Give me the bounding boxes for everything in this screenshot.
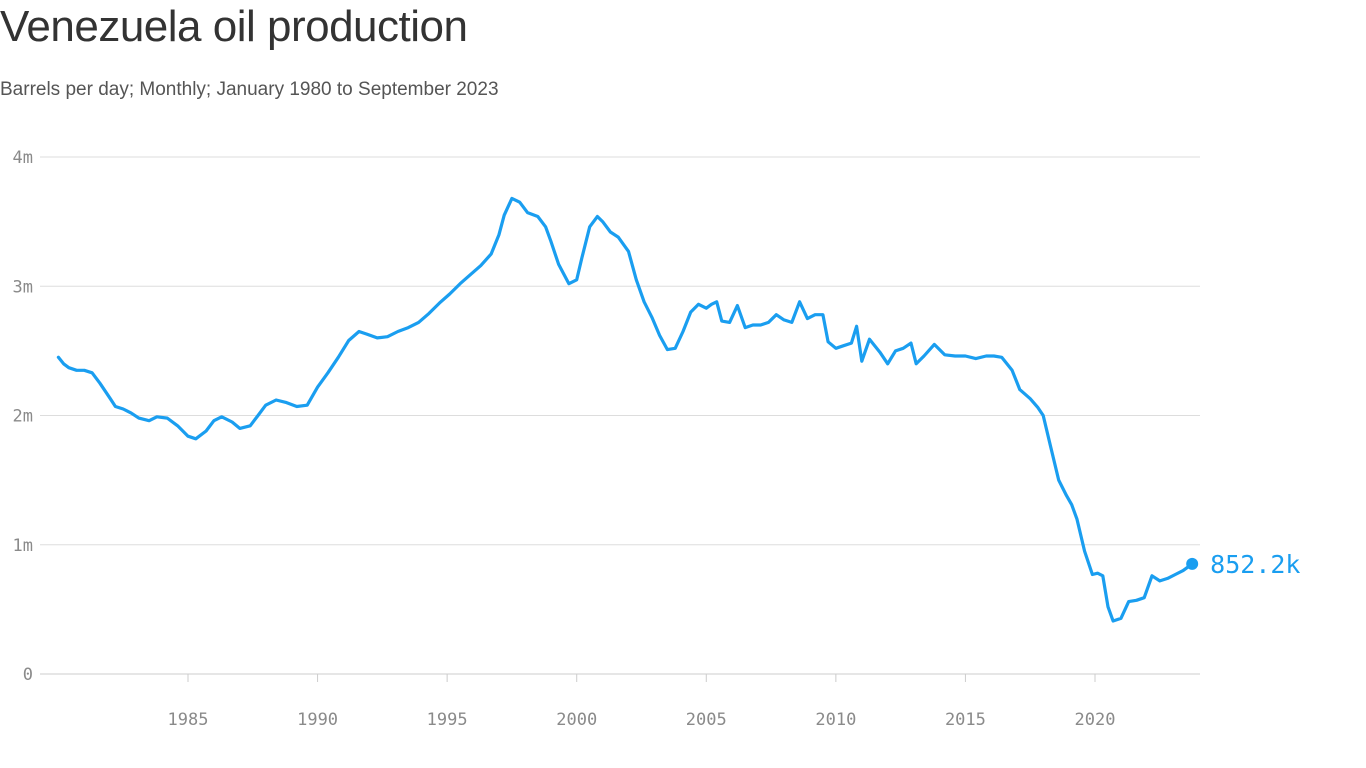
x-tick-label: 2000: [556, 710, 597, 730]
x-tick-label: 1990: [297, 710, 338, 730]
x-tick-label: 2010: [815, 710, 856, 730]
y-tick-label: 0: [23, 665, 33, 685]
x-tick-label: 1985: [168, 710, 209, 730]
grid-lines: [40, 156, 1200, 675]
x-tick-label: 1995: [427, 710, 468, 730]
y-tick-label: 2m: [13, 407, 33, 427]
chart-subtitle: Barrels per day; Monthly; January 1980 t…: [0, 79, 499, 100]
x-axis-ticks: 1985 1990 1995 2000 2005 2010 2015 2020: [168, 674, 1116, 730]
y-tick-label: 1m: [13, 536, 33, 556]
chart-title: Venezuela oil production: [0, 2, 468, 51]
x-tick-label: 2020: [1075, 710, 1116, 730]
y-tick-label: 3m: [13, 277, 33, 297]
end-value-label: 852.2k: [1210, 550, 1300, 579]
series-layer: 852.2k: [56, 196, 1300, 623]
production-line-series: [56, 196, 1194, 623]
end-point-marker: [1186, 557, 1199, 570]
x-tick-label: 2015: [945, 710, 986, 730]
y-tick-label: 4m: [13, 148, 33, 168]
x-tick-label: 2005: [686, 710, 727, 730]
y-axis-ticks: 0 1m 2m 3m 4m: [13, 148, 33, 685]
